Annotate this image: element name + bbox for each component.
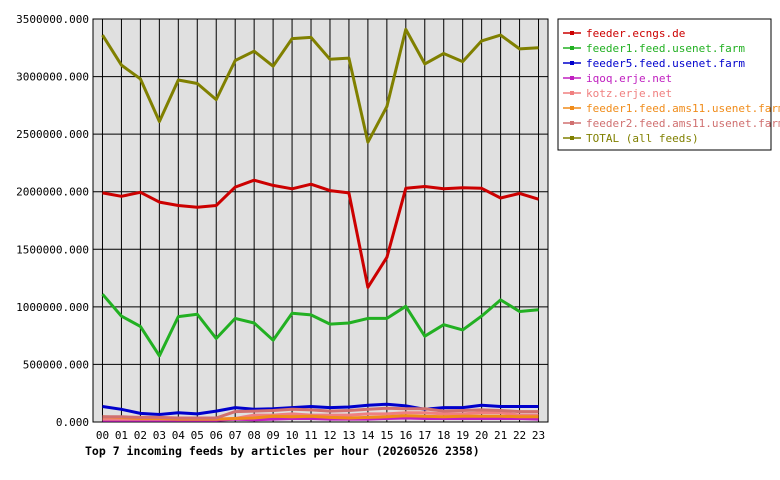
series-lines <box>101 27 539 422</box>
x-tick-label: 17 <box>418 429 431 442</box>
series-line <box>102 406 539 420</box>
y-tick-label: 0.000 <box>56 416 89 429</box>
legend-label: feeder5.feed.usenet.farm <box>586 57 745 70</box>
x-tick-label: 11 <box>304 429 317 442</box>
x-tick-label: 12 <box>323 429 336 442</box>
legend-marker <box>570 136 574 140</box>
x-tick-label: 10 <box>285 429 298 442</box>
x-tick-label: 02 <box>134 429 147 442</box>
x-tick-label: 15 <box>380 429 393 442</box>
legend-label: feeder1.feed.usenet.farm <box>586 42 745 55</box>
x-tick-label: 23 <box>532 429 545 442</box>
x-tick-label: 01 <box>115 429 128 442</box>
legend-box <box>557 18 772 151</box>
x-tick-label: 21 <box>494 429 507 442</box>
legend-label: feeder1.feed.ams11.usenet.farm <box>586 102 780 115</box>
legend: feeder.ecngs.de feeder1.feed.usenet.farm f… <box>557 18 780 151</box>
x-tick-label: 03 <box>153 429 166 442</box>
legend-marker <box>570 61 574 65</box>
x-axis: 00 01 02 03 04 05 06 07 08 09 10 11 12 13 14 15 16 17 18 19… <box>96 429 545 442</box>
grid <box>93 19 548 422</box>
series-line <box>102 402 539 416</box>
x-tick-label: 06 <box>210 429 223 442</box>
x-tick-label: 20 <box>475 429 488 442</box>
series-line <box>101 293 539 358</box>
legend-label: kotz.erje.net <box>586 87 672 100</box>
legend-label: feeder.ecngs.de <box>586 27 685 40</box>
x-tick-label: 19 <box>456 429 469 442</box>
legend-marker <box>570 46 574 50</box>
x-tick-label: 09 <box>266 429 279 442</box>
legend-label: TOTAL (all feeds) <box>586 132 699 145</box>
legend-label: iqoq.erje.net <box>586 72 672 85</box>
x-tick-label: 05 <box>191 429 204 442</box>
x-tick-label: 04 <box>172 429 186 442</box>
y-tick-label: 3000000.000 <box>16 71 89 84</box>
y-tick-label: 3500000.000 <box>16 13 89 26</box>
chart-title: Top 7 incoming feeds by articles per hou… <box>85 444 480 458</box>
x-tick-label: 07 <box>229 429 242 442</box>
legend-marker <box>570 76 574 80</box>
legend-marker <box>570 121 574 125</box>
y-tick-label: 1500000.000 <box>16 243 89 256</box>
y-tick-label: 2500000.000 <box>16 128 89 141</box>
legend-label: feeder2.feed.ams11.usenet.farm <box>586 117 780 130</box>
x-tick-label: 08 <box>248 429 261 442</box>
x-tick-label: 13 <box>342 429 355 442</box>
legend-marker <box>570 106 574 110</box>
y-tick-label: 500000.000 <box>23 358 89 371</box>
x-tick-label: 00 <box>96 429 109 442</box>
x-tick-label: 22 <box>513 429 526 442</box>
legend-marker <box>570 31 574 35</box>
legend-marker <box>570 91 574 95</box>
y-tick-label: 2000000.000 <box>16 186 89 199</box>
x-tick-label: 16 <box>399 429 412 442</box>
series-line <box>101 27 539 144</box>
x-tick-label: 14 <box>361 429 375 442</box>
y-tick-label: 1000000.000 <box>16 301 89 314</box>
series-line <box>102 178 539 289</box>
plot-area <box>92 18 549 423</box>
x-tick-label: 18 <box>437 429 450 442</box>
y-axis: 0.000 500000.000 1000000.000 1500000.000 200… <box>16 13 89 429</box>
